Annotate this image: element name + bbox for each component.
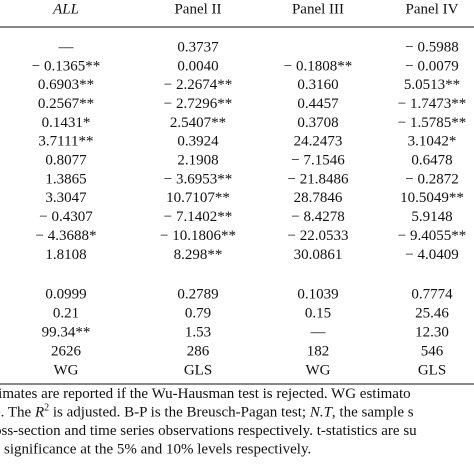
table-cell: 12.30	[415, 324, 449, 340]
table-cell: —	[310, 324, 327, 340]
table-cell: 286	[187, 343, 210, 359]
table-cell: 10.7107**	[166, 190, 230, 206]
note-text: significance at the 5% and 10% levels re…	[4, 442, 311, 458]
note-text: timates are reported if the Wu-Hausman t…	[0, 386, 411, 402]
table-cell: 0.3708	[297, 115, 338, 131]
table-cell: 0.0999	[45, 286, 86, 302]
table-cell: 1.8108	[45, 247, 86, 263]
column-header: ALL	[52, 1, 79, 17]
table-cell: 10.5049**	[400, 190, 464, 206]
table-cell: 0.6478	[411, 153, 452, 169]
table-cell: 2.1908	[177, 153, 218, 169]
table-cell: 0.1039	[297, 286, 338, 302]
table-cell: 0.21	[53, 305, 79, 321]
table-cell: − 4.3688*	[36, 228, 97, 244]
note-text: , the sample s	[332, 405, 414, 421]
table-cell: − 1.7473**	[398, 96, 466, 112]
table-cell: − 8.4278	[291, 209, 344, 225]
table-cell: 2626	[51, 343, 82, 359]
table-cell: − 9.4055**	[398, 228, 466, 244]
table-cell: 0.15	[305, 305, 331, 321]
note-text: e. The	[0, 405, 35, 421]
note-text: oss-section and time series observations…	[0, 423, 417, 439]
table-cell: − 0.0079	[405, 58, 458, 74]
table-cell: 5.9148	[411, 209, 452, 225]
table-cell: − 0.5988	[405, 39, 458, 55]
table-cell: − 21.8486	[288, 171, 349, 187]
note-line: significance at the 5% and 10% levels re…	[4, 442, 311, 458]
table-cell: − 2.2674**	[164, 77, 232, 93]
note-line: timates are reported if the Wu-Hausman t…	[0, 386, 411, 402]
table-cell: 0.4457	[297, 96, 339, 112]
table-cell: 0.0040	[177, 58, 218, 74]
table-cell: − 3.6953**	[164, 171, 232, 187]
table-cell: 3.1042*	[408, 134, 457, 150]
table-cell: − 2.7296**	[164, 96, 232, 112]
table-cell: 182	[307, 343, 330, 359]
table-cell: − 22.0533	[288, 228, 349, 244]
column-header: Panel IV	[406, 1, 459, 17]
table-cell: 0.2567**	[38, 96, 94, 112]
table-cell: 0.79	[185, 305, 211, 321]
table-cell: 0.8077	[45, 153, 87, 169]
table-cell: WG	[306, 362, 331, 378]
table-cell: 0.1431*	[42, 115, 91, 131]
table-cell: 2.5407**	[170, 115, 226, 131]
table-cell: 0.3160	[297, 77, 338, 93]
table-cell: 1.53	[185, 324, 211, 340]
table-cell: 5.0513**	[404, 77, 460, 93]
column-header: Panel II	[174, 1, 221, 17]
table-cell: − 0.1808**	[284, 58, 352, 74]
table-cell: 0.6903**	[38, 77, 94, 93]
table-cell: —	[58, 39, 75, 55]
table-cell: − 10.1806**	[160, 228, 236, 244]
table-cell: 24.2473	[294, 134, 343, 150]
table-cell: GLS	[184, 362, 212, 378]
table-cell: − 7.1546	[291, 153, 345, 169]
note-line: oss-section and time series observations…	[0, 423, 417, 439]
table-cell: 25.46	[415, 305, 449, 321]
table-cell: − 0.1365**	[32, 58, 100, 74]
table-cell: − 0.4307	[39, 209, 93, 225]
column-header: Panel III	[292, 1, 344, 17]
table-cell: WG	[54, 362, 79, 378]
table-cell: − 4.0409	[405, 247, 458, 263]
note-text: N.T	[309, 405, 334, 421]
note-line: e. The R2 is adjusted. B-P is the Breusc…	[0, 402, 414, 421]
table-cell: 8.298**	[174, 247, 223, 263]
table-cell: 3.3047	[45, 190, 87, 206]
table-cell: 99.34**	[42, 324, 91, 340]
table-cell: 546	[421, 343, 444, 359]
table-cell: 1.3865	[45, 171, 86, 187]
table-cell: − 1.5785**	[398, 115, 466, 131]
note-text: is adjusted. B-P is the Breusch-Pagan te…	[49, 405, 310, 421]
table-cell: 0.3924	[177, 134, 219, 150]
table-cell: 0.3737	[177, 39, 219, 55]
table-cell: GLS	[418, 362, 446, 378]
table-cell: 0.2789	[177, 286, 218, 302]
table-cell: 30.0861	[294, 247, 343, 263]
table-cell: 3.7111**	[38, 134, 93, 150]
note-text: 2	[44, 402, 49, 413]
note-text: R	[34, 405, 44, 421]
table-cell: − 0.2872	[405, 171, 458, 187]
table-cell: 0.7774	[411, 286, 453, 302]
table-cell: − 7.1402**	[164, 209, 232, 225]
table-cell: 28.7846	[294, 190, 343, 206]
